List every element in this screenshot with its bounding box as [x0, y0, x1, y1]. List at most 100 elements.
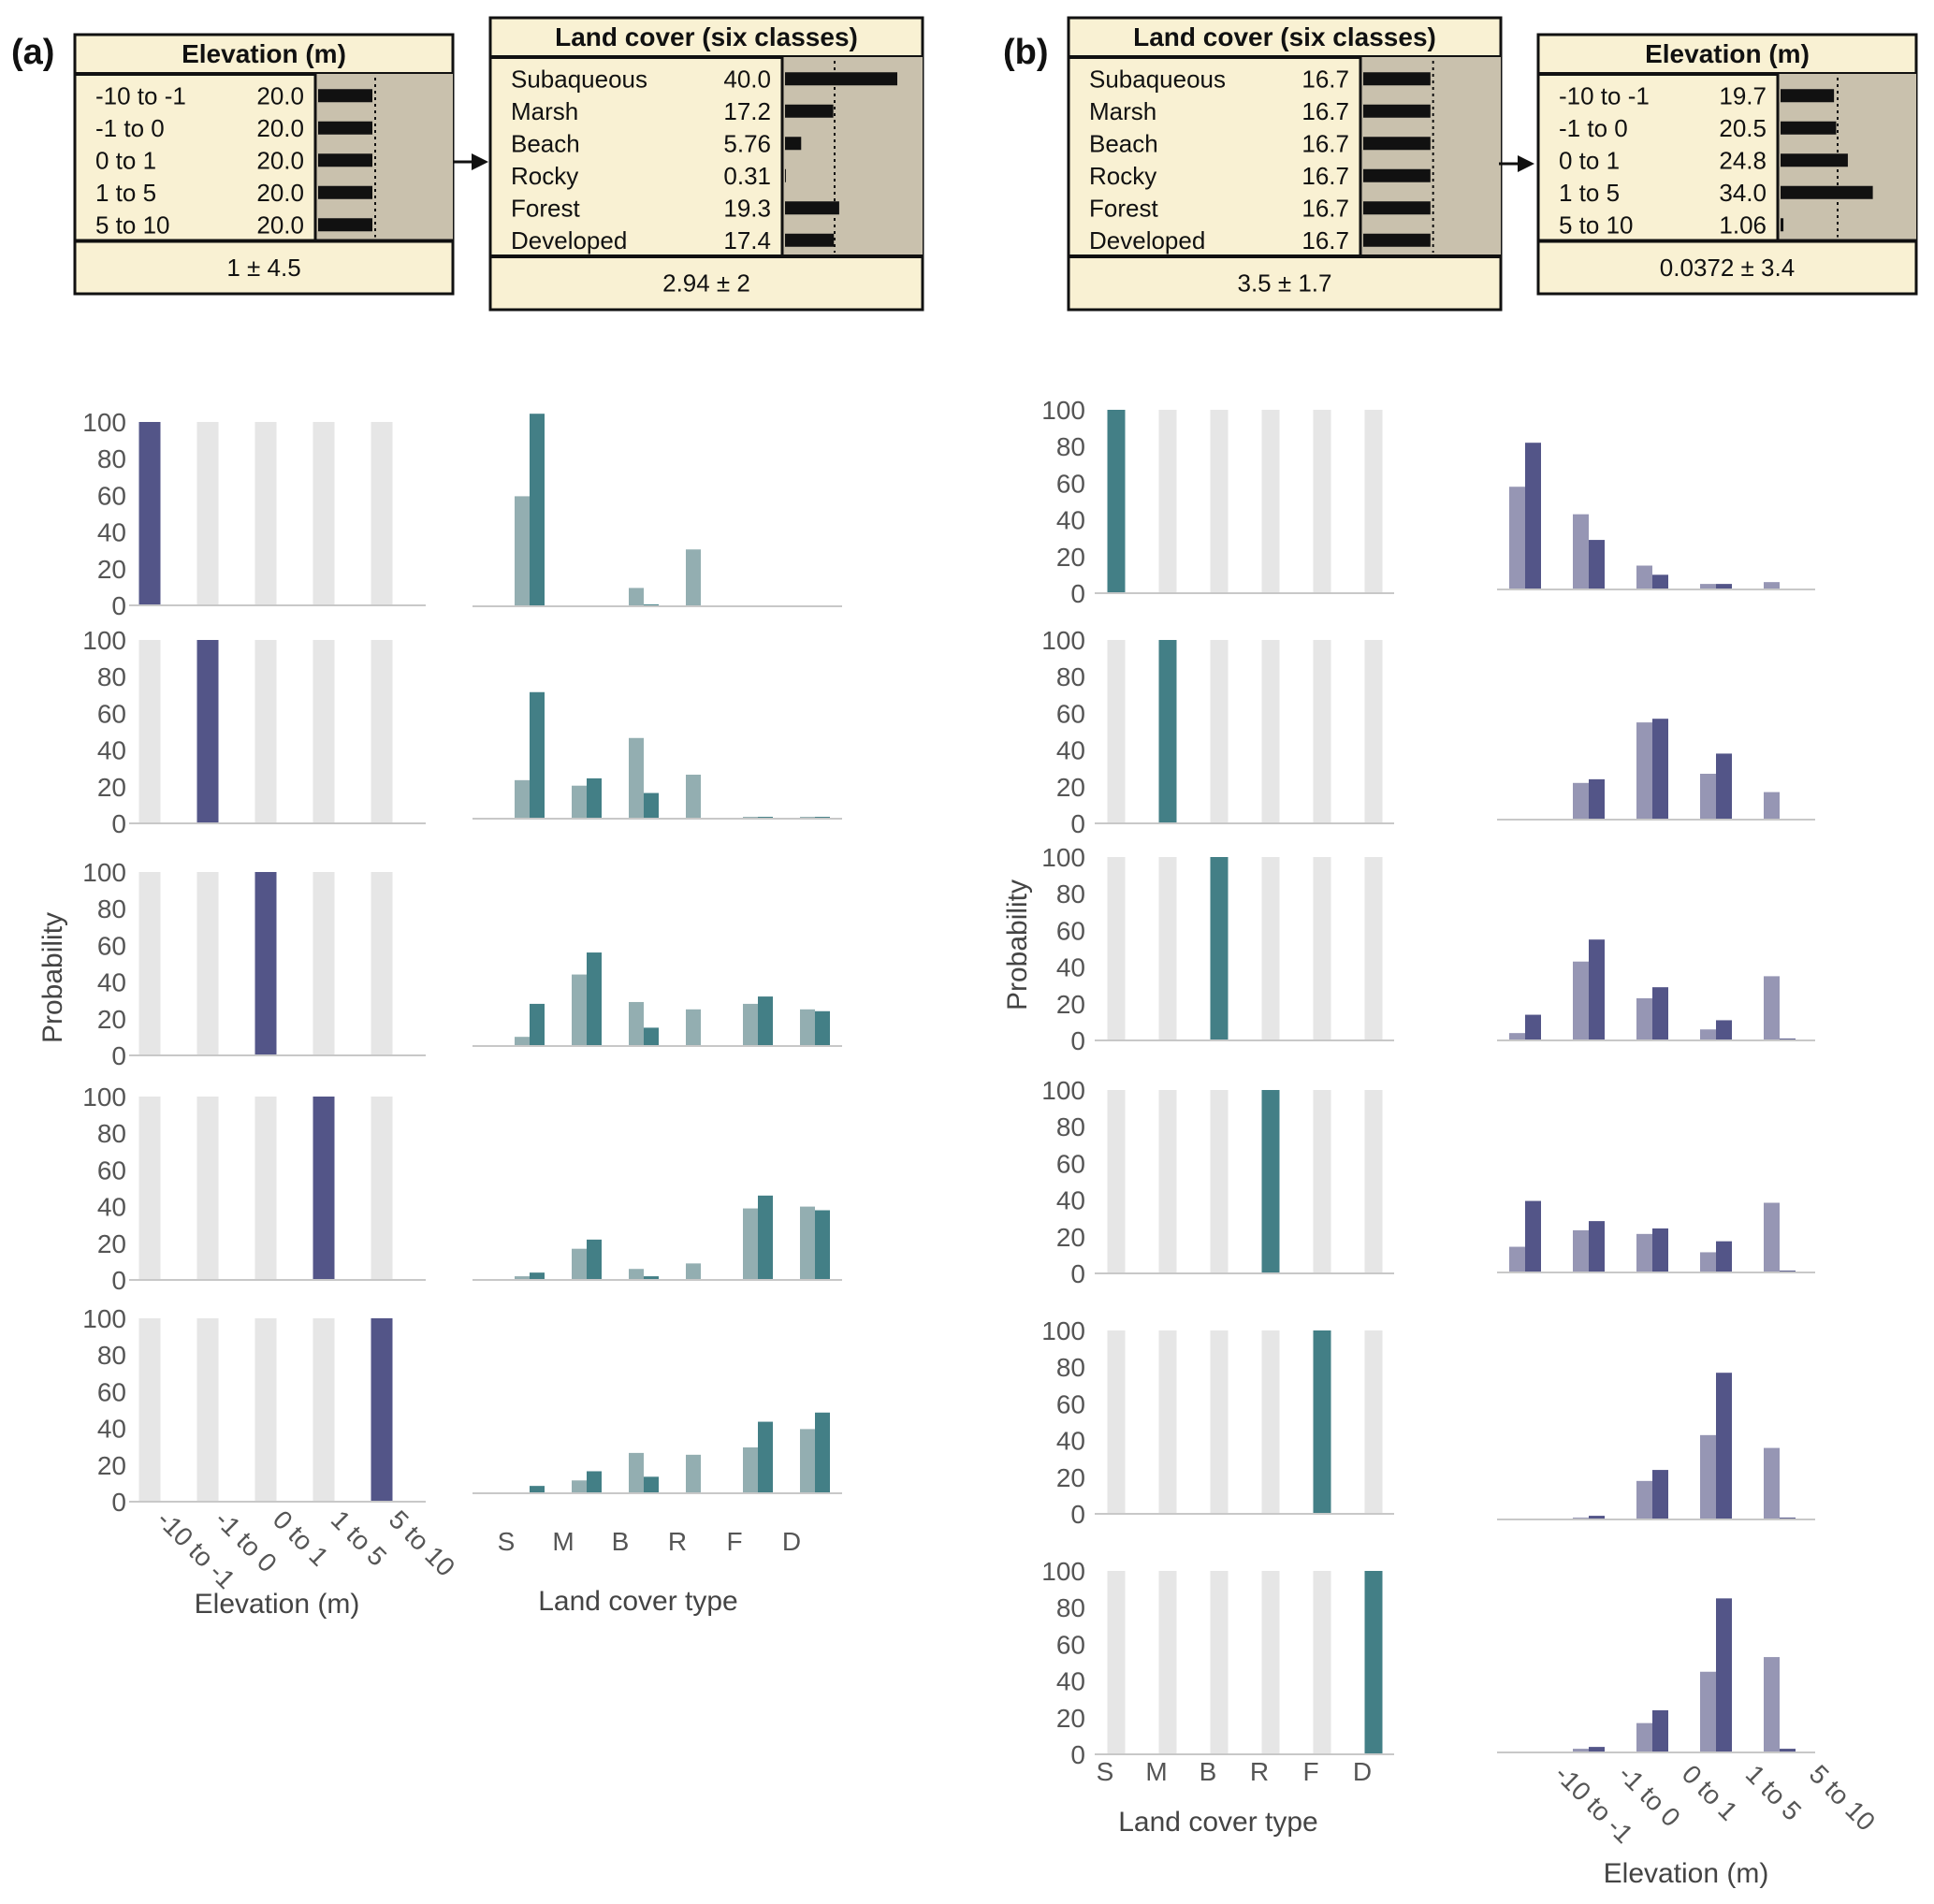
net-row-label: Subaqueous: [1089, 65, 1226, 93]
xlabel-a-elevation: Elevation (m): [195, 1589, 360, 1620]
net-row-label: 5 to 10: [1559, 211, 1634, 239]
net-node-footer: 2.94 ± 2: [662, 269, 750, 298]
background-bar: [371, 872, 393, 1055]
x-tick-label: 1 to 5: [1740, 1759, 1807, 1825]
net-row-label: 0 to 1: [95, 146, 156, 174]
y-tick-label: 60: [1056, 699, 1085, 728]
background-bar: [1364, 1330, 1383, 1514]
prior-bar: [629, 1452, 644, 1493]
y-tick-label: 0: [1070, 1259, 1085, 1288]
background-bar: [1261, 410, 1280, 593]
background-bar: [371, 422, 393, 605]
prior-bar: [1636, 997, 1652, 1040]
y-tick-label: 20: [97, 555, 126, 584]
background-bar: [1210, 1330, 1229, 1514]
posterior-bar: [1716, 1020, 1732, 1040]
chart-row-b-6: 0 20 40 60 80 100: [1041, 1557, 1815, 1769]
background-bar: [371, 1097, 393, 1280]
posterior-bar: [1716, 753, 1732, 820]
prior-bar: [629, 1269, 644, 1280]
y-tick-label: 0: [111, 591, 126, 620]
evidence-bar: [1261, 1090, 1280, 1273]
prior-bar: [1764, 1447, 1780, 1519]
prior-bar: [1700, 1252, 1716, 1272]
prior-bar: [572, 974, 587, 1046]
background-bar: [1107, 1090, 1126, 1273]
background-bar: [313, 1318, 335, 1502]
x-tick-label: B: [1200, 1757, 1217, 1786]
prior-bar: [629, 737, 644, 819]
prior-bar: [1573, 514, 1589, 589]
y-tick-label: 100: [82, 408, 126, 437]
net-row-label: 1 to 5: [95, 179, 156, 207]
posterior-bar: [758, 996, 773, 1046]
prior-bar: [743, 1003, 758, 1046]
y-tick-label: 100: [1041, 1557, 1085, 1586]
posterior-bar: [530, 1003, 545, 1046]
net-row-bar: [785, 168, 786, 182]
net-row-label: 0 to 1: [1559, 146, 1620, 174]
net-row-value: 0.31: [723, 162, 771, 190]
background-bar: [313, 422, 335, 605]
y-tick-label: 20: [97, 1229, 126, 1258]
net-row-value: 20.5: [1719, 114, 1767, 142]
net-row-value: 1.06: [1719, 211, 1767, 239]
prior-bar: [515, 496, 530, 606]
y-tick-label: 40: [1056, 1186, 1085, 1215]
y-tick-label: 40: [97, 968, 126, 997]
posterior-bar: [1589, 1516, 1605, 1519]
background-bar: [1313, 640, 1331, 823]
net-node-footer: 0.0372 ± 3.4: [1660, 254, 1795, 282]
y-tick-label: 100: [1041, 1316, 1085, 1345]
net-row-value: 5.76: [723, 129, 771, 157]
prior-bar: [1573, 961, 1589, 1040]
posterior-bar: [1589, 939, 1605, 1040]
net-node-a_lc: Land cover (six classes) Subaqueous 40.0 Ma…: [488, 16, 924, 312]
net-row-label: Beach: [511, 129, 580, 157]
net-row-label: Rocky: [511, 162, 578, 190]
background-bar: [1158, 1571, 1177, 1754]
background-bar: [254, 1097, 277, 1280]
prior-bar: [1573, 1229, 1589, 1272]
prior-bar: [743, 1208, 758, 1280]
background-bar: [138, 640, 161, 823]
posterior-bar: [587, 1239, 602, 1280]
posterior-bar: [1716, 1598, 1732, 1752]
y-tick-label: 40: [97, 1415, 126, 1444]
net-row-bar: [785, 72, 897, 86]
y-tick-label: 20: [97, 1451, 126, 1480]
posterior-bar: [530, 691, 545, 819]
panel-label-a: (a): [11, 33, 54, 72]
evidence-bar: [138, 422, 161, 605]
prior-bar: [1700, 1029, 1716, 1040]
posterior-bar: [1652, 1709, 1668, 1752]
x-tick-label: D: [1353, 1757, 1372, 1786]
posterior-bar: [587, 1471, 602, 1493]
y-tick-label: 100: [1041, 396, 1085, 425]
background-bar: [1313, 857, 1331, 1040]
prior-bar: [515, 779, 530, 819]
background-bar: [1313, 410, 1331, 593]
posterior-bar: [1652, 574, 1668, 589]
posterior-bar: [1589, 540, 1605, 589]
background-bar: [1107, 1330, 1126, 1514]
net-row-bar: [785, 201, 839, 215]
net-row-bar: [1781, 218, 1784, 232]
posterior-bar: [587, 952, 602, 1046]
net-row-bar: [1363, 104, 1431, 118]
y-tick-label: 100: [82, 1083, 126, 1112]
evidence-bar: [1364, 1571, 1383, 1754]
net-row-label: Beach: [1089, 129, 1158, 157]
panel-label-b: (b): [1003, 33, 1049, 72]
posterior-bar: [644, 1027, 659, 1046]
x-tick-label: 1 to 5: [326, 1504, 392, 1571]
background-bar: [138, 1097, 161, 1280]
net-node-bar-panel: [782, 57, 923, 256]
prior-bar: [1636, 1480, 1652, 1519]
y-tick-label: 40: [97, 518, 126, 547]
net-row-label: Marsh: [511, 97, 578, 125]
net-row-value: 16.7: [1301, 226, 1349, 254]
net-node-title: Land cover (six classes): [1133, 22, 1436, 51]
y-tick-label: 20: [1056, 1463, 1085, 1492]
background-bar: [254, 422, 277, 605]
